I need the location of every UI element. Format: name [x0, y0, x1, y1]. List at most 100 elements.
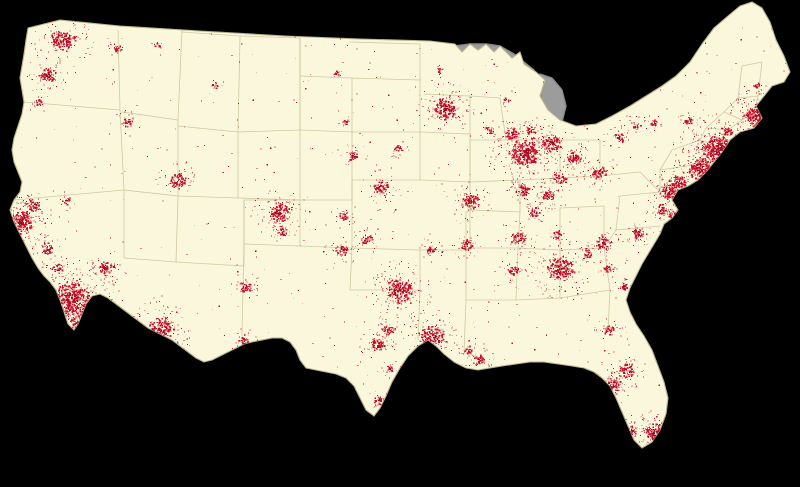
- population-dot: [465, 217, 466, 219]
- population-dot: [52, 190, 54, 192]
- population-dot: [397, 146, 399, 149]
- population-dot: [456, 344, 458, 346]
- population-dot: [382, 180, 384, 182]
- population-dot: [518, 144, 521, 146]
- metro-cluster-kalispell: [151, 42, 163, 49]
- population-dot: [236, 284, 238, 286]
- population-dot: [584, 126, 585, 127]
- population-dot: [385, 189, 386, 191]
- population-dot: [167, 330, 168, 332]
- population-dot: [617, 208, 619, 210]
- population-dot: [366, 374, 368, 376]
- population-dot: [74, 300, 76, 302]
- population-dot: [62, 42, 64, 43]
- population-dot: [424, 91, 426, 92]
- population-dot: [22, 226, 25, 229]
- population-dot: [72, 25, 74, 27]
- population-dot: [41, 233, 42, 235]
- population-dot: [366, 155, 368, 157]
- population-dot: [157, 332, 159, 334]
- population-dot: [158, 44, 159, 46]
- population-dot: [190, 180, 192, 182]
- population-dot: [448, 82, 449, 84]
- population-dot: [65, 288, 67, 290]
- population-dot: [523, 159, 525, 161]
- population-dot: [541, 182, 543, 184]
- population-dot: [167, 329, 169, 331]
- population-dot: [383, 184, 385, 186]
- population-dot: [62, 33, 64, 35]
- population-dot: [104, 263, 106, 265]
- population-dot: [537, 182, 539, 184]
- population-dot: [169, 329, 171, 331]
- population-dot: [342, 125, 344, 127]
- population-dot: [456, 220, 458, 221]
- population-dot: [436, 107, 437, 109]
- population-dot: [30, 203, 32, 205]
- population-dot: [52, 36, 54, 39]
- state-border-60: [417, 289, 421, 341]
- population-dot: [352, 159, 354, 160]
- population-dot: [335, 73, 337, 75]
- population-dot: [342, 218, 344, 220]
- population-dot: [19, 208, 21, 210]
- population-dot: [488, 130, 491, 132]
- population-dot: [511, 134, 514, 137]
- population-dot: [45, 34, 46, 36]
- population-dot: [48, 78, 50, 80]
- population-dot: [469, 202, 470, 203]
- population-dot: [485, 64, 487, 66]
- population-dot: [436, 110, 439, 113]
- population-dot: [588, 141, 589, 143]
- population-dot: [16, 217, 17, 219]
- population-dot: [50, 258, 52, 260]
- population-dot: [278, 212, 281, 214]
- population-dot: [81, 289, 83, 291]
- population-dot: [530, 161, 533, 164]
- population-dot: [503, 102, 505, 104]
- population-dot: [274, 207, 276, 209]
- population-dot: [439, 113, 442, 115]
- population-dot: [81, 305, 83, 307]
- population-dot: [110, 276, 111, 278]
- population-dot: [58, 295, 61, 298]
- population-dot: [440, 100, 442, 103]
- population-dot: [34, 31, 36, 33]
- population-dot: [444, 111, 446, 113]
- population-dot: [49, 77, 50, 79]
- population-dot: [74, 321, 76, 322]
- population-dot: [518, 162, 520, 164]
- population-dot: [47, 218, 49, 219]
- population-dot: [69, 41, 71, 44]
- population-dot: [598, 139, 600, 140]
- population-dot: [29, 226, 31, 229]
- population-dot: [119, 45, 122, 48]
- population-dot: [417, 345, 418, 346]
- population-dot: [54, 70, 56, 72]
- population-dot: [540, 154, 542, 156]
- population-dot: [20, 230, 22, 232]
- population-dot: [488, 161, 490, 163]
- population-dot: [516, 147, 518, 150]
- population-dot: [49, 74, 51, 77]
- population-dot: [183, 340, 185, 342]
- population-dot: [470, 200, 472, 202]
- population-dot: [278, 215, 280, 217]
- population-dot: [173, 179, 175, 181]
- population-dot: [26, 228, 28, 230]
- population-dot: [285, 219, 286, 221]
- population-dot: [506, 164, 508, 166]
- population-dot: [47, 252, 49, 255]
- population-dot: [54, 45, 55, 47]
- population-dot: [512, 154, 515, 156]
- population-dot: [538, 261, 540, 263]
- population-dot: [114, 47, 115, 48]
- population-dot: [176, 163, 178, 165]
- population-dot: [524, 144, 526, 146]
- population-dot: [400, 145, 402, 148]
- metro-cluster-billings: [211, 80, 223, 90]
- population-dot: [75, 317, 77, 319]
- population-dot: [311, 117, 313, 119]
